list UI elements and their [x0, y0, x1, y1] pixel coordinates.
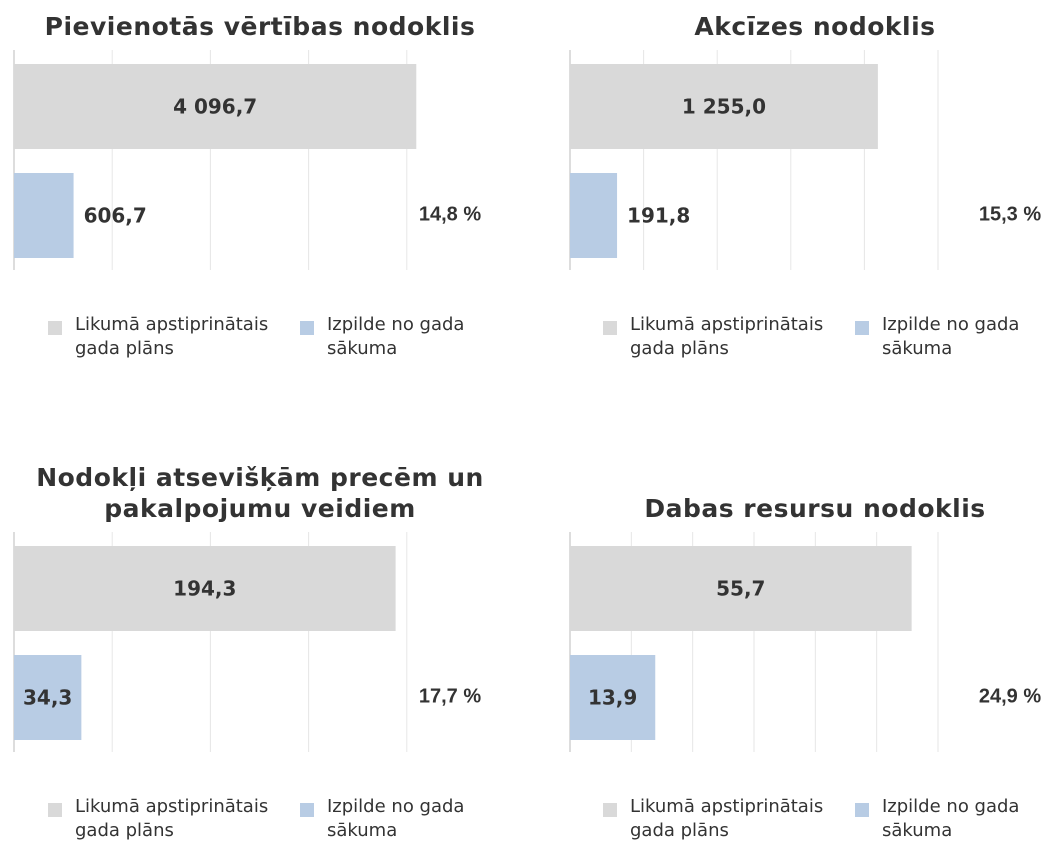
- chart-title: Akcīzes nodoklis: [694, 12, 936, 41]
- legend-label: Izpilde no gada sākuma: [882, 314, 1020, 359]
- value-label: 34,3: [23, 686, 72, 710]
- plot: 194,3 34,3 17,7 %: [13, 532, 481, 752]
- bar: [14, 173, 74, 258]
- bar: [14, 64, 417, 149]
- annotation: 24,9 %: [979, 685, 1041, 707]
- annotation: 17,7 %: [419, 685, 481, 707]
- chart-title: Nodokļi atsevišķām precēm un pakalpojumu…: [36, 463, 484, 523]
- bar: [570, 546, 912, 631]
- value-label: 1 255,0: [682, 95, 766, 119]
- bar: [570, 655, 656, 740]
- legend-swatch: [48, 321, 62, 335]
- value-label: 4 096,7: [173, 95, 257, 119]
- value-label: 194,3: [173, 577, 236, 601]
- legend-swatch: [48, 803, 62, 817]
- legend-label: Likumā apstiprinātais gada plāns: [630, 314, 824, 359]
- bar: [570, 64, 878, 149]
- legend-swatch: [855, 803, 869, 817]
- legend-swatch: [603, 803, 617, 817]
- legend-swatch: [300, 803, 314, 817]
- legend-swatch: [603, 321, 617, 335]
- legend-label: Likumā apstiprinātais gada plāns: [630, 796, 824, 841]
- legend-swatch: [855, 321, 869, 335]
- bar: [14, 546, 396, 631]
- legend-label: Izpilde no gada sākuma: [327, 796, 465, 841]
- chart-panel: Pievienotās vērtības nodoklis 4 096,7 606,…: [0, 0, 527, 360]
- plot: 1 255,0 191,8 15,3 %: [569, 50, 1041, 270]
- value-label: 13,9: [588, 686, 637, 710]
- chart-panel: Nodokļi atsevišķām precēm un pakalpojumu…: [0, 463, 527, 842]
- value-label: 55,7: [716, 577, 765, 601]
- chart-panel: Dabas resursu nodoklis 55,7 13,9 24,9 % Liku…: [555, 482, 1055, 842]
- legend-label: Likumā apstiprinātais gada plāns: [75, 314, 269, 359]
- bar: [14, 655, 82, 740]
- chart-panel: Akcīzes nodoklis 1 255,0 191,8 15,3 % Likumā…: [555, 0, 1055, 360]
- legend-label: Izpilde no gada sākuma: [327, 314, 465, 359]
- chart-title: Pievienotās vērtības nodoklis: [44, 12, 476, 41]
- chart-title: Dabas resursu nodoklis: [644, 494, 986, 523]
- bar: [570, 173, 618, 258]
- plot: 4 096,7 606,7 14,8 %: [13, 50, 481, 270]
- legend-label: Likumā apstiprinātais gada plāns: [75, 796, 269, 841]
- value-label: 191,8: [627, 204, 690, 228]
- annotation: 14,8 %: [419, 203, 481, 225]
- legend-swatch: [300, 321, 314, 335]
- annotation: 15,3 %: [979, 203, 1041, 225]
- legend-label: Izpilde no gada sākuma: [882, 796, 1020, 841]
- value-label: 606,7: [84, 204, 147, 228]
- plot: 55,7 13,9 24,9 %: [569, 532, 1041, 752]
